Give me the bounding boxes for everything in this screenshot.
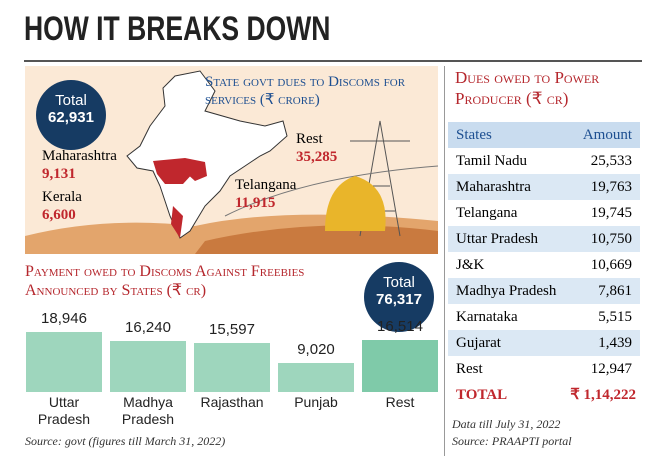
bar [194,342,270,392]
value-label: 16,514 [377,317,423,335]
bar [110,340,186,392]
bar [362,339,438,392]
map-illustration [25,66,438,254]
value-label: 18,946 [41,310,87,327]
state-name: Rest [296,131,323,147]
row-cell: Uttar Pradesh [456,231,539,247]
total-badge: Total 76,317 [364,262,434,332]
total-value: 62,931 [48,109,94,126]
divider [444,66,445,456]
table-row: Gujarat 1,439 [448,330,640,356]
state-value: 9,131 [42,166,76,182]
table-row: Uttar Pradesh 10,750 [448,226,640,252]
state-name: Maharashtra [42,148,117,164]
table-row: Rest 12,947 [448,356,640,382]
column-header: States [456,127,492,143]
table-row: Karnataka 5,515 [448,304,640,330]
row-cell: J&K [456,257,485,273]
value-label: 9,020 [297,341,335,359]
total-label: Total [383,274,415,291]
table-row: Madhya Pradesh 7,861 [448,278,640,304]
table-row: J&K 10,669 [448,252,640,278]
row-cell: Maharashtra [456,179,531,195]
table-row: Maharashtra 19,763 [448,174,640,200]
value-label: 15,597 [209,320,255,338]
x-tick-label: Rest [385,394,415,410]
x-tick-label: Rajasthan [200,394,264,410]
row-cell: Gujarat [456,335,501,351]
x-tick-label: Uttar Pradesh [37,394,91,427]
row-cell: Telangana [456,205,518,221]
map-title: State govt dues to Discoms for services … [205,74,406,108]
row-cell: 19,745 [590,205,632,221]
note: Source: PRAAPTI portal [452,434,572,448]
note: Data till July 31, 2022 [452,417,561,431]
table-header: States Amount [448,122,640,148]
row-cell: Karnataka [456,309,518,325]
row-cell: 25,533 [590,153,632,169]
state-value: 35,285 [296,149,338,165]
total-label: TOTAL [456,387,508,403]
row-cell: 12,947 [590,361,632,377]
rule [24,60,642,62]
row-cell: 10,669 [590,257,632,273]
row-cell: Rest [456,361,483,377]
row-cell: 10,750 [590,231,632,247]
page-title: HOW IT BREAKS DOWN [24,10,331,48]
total-value: ₹ 1,14,222 [570,387,636,403]
x-tick-label: Punjab [294,394,338,410]
x-tick-label: Madhya Pradesh [121,394,175,427]
value-label: 16,240 [125,318,171,336]
total-badge: Total 62,931 [36,80,106,150]
state-value: 11,915 [235,195,276,211]
chart-title: Payment owed to Discoms Against Freebies… [25,263,305,299]
bar [278,363,354,392]
state-value: 6,600 [42,207,76,223]
total-label: Total [55,92,87,109]
column-header: Amount [582,127,632,143]
bar [26,332,102,392]
table-row: Tamil Nadu 25,533 [448,148,640,174]
row-cell: 7,861 [598,283,632,299]
total-value: 76,317 [376,291,422,308]
source: Source: govt (figures till March 31, 202… [25,434,226,448]
table-row: Telangana 19,745 [448,200,640,226]
row-cell: 19,763 [590,179,632,195]
state-name: Telangana [235,177,297,193]
row-cell: 5,515 [598,309,632,325]
total-row: TOTAL ₹ 1,14,222 [448,382,640,408]
row-cell: Tamil Nadu [456,153,528,169]
row-cell: 1,439 [598,335,632,351]
state-name: Kerala [42,189,82,205]
row-cell: Madhya Pradesh [456,283,557,299]
table-title: Dues owed to Power Producer (₹ cr) [455,68,600,108]
